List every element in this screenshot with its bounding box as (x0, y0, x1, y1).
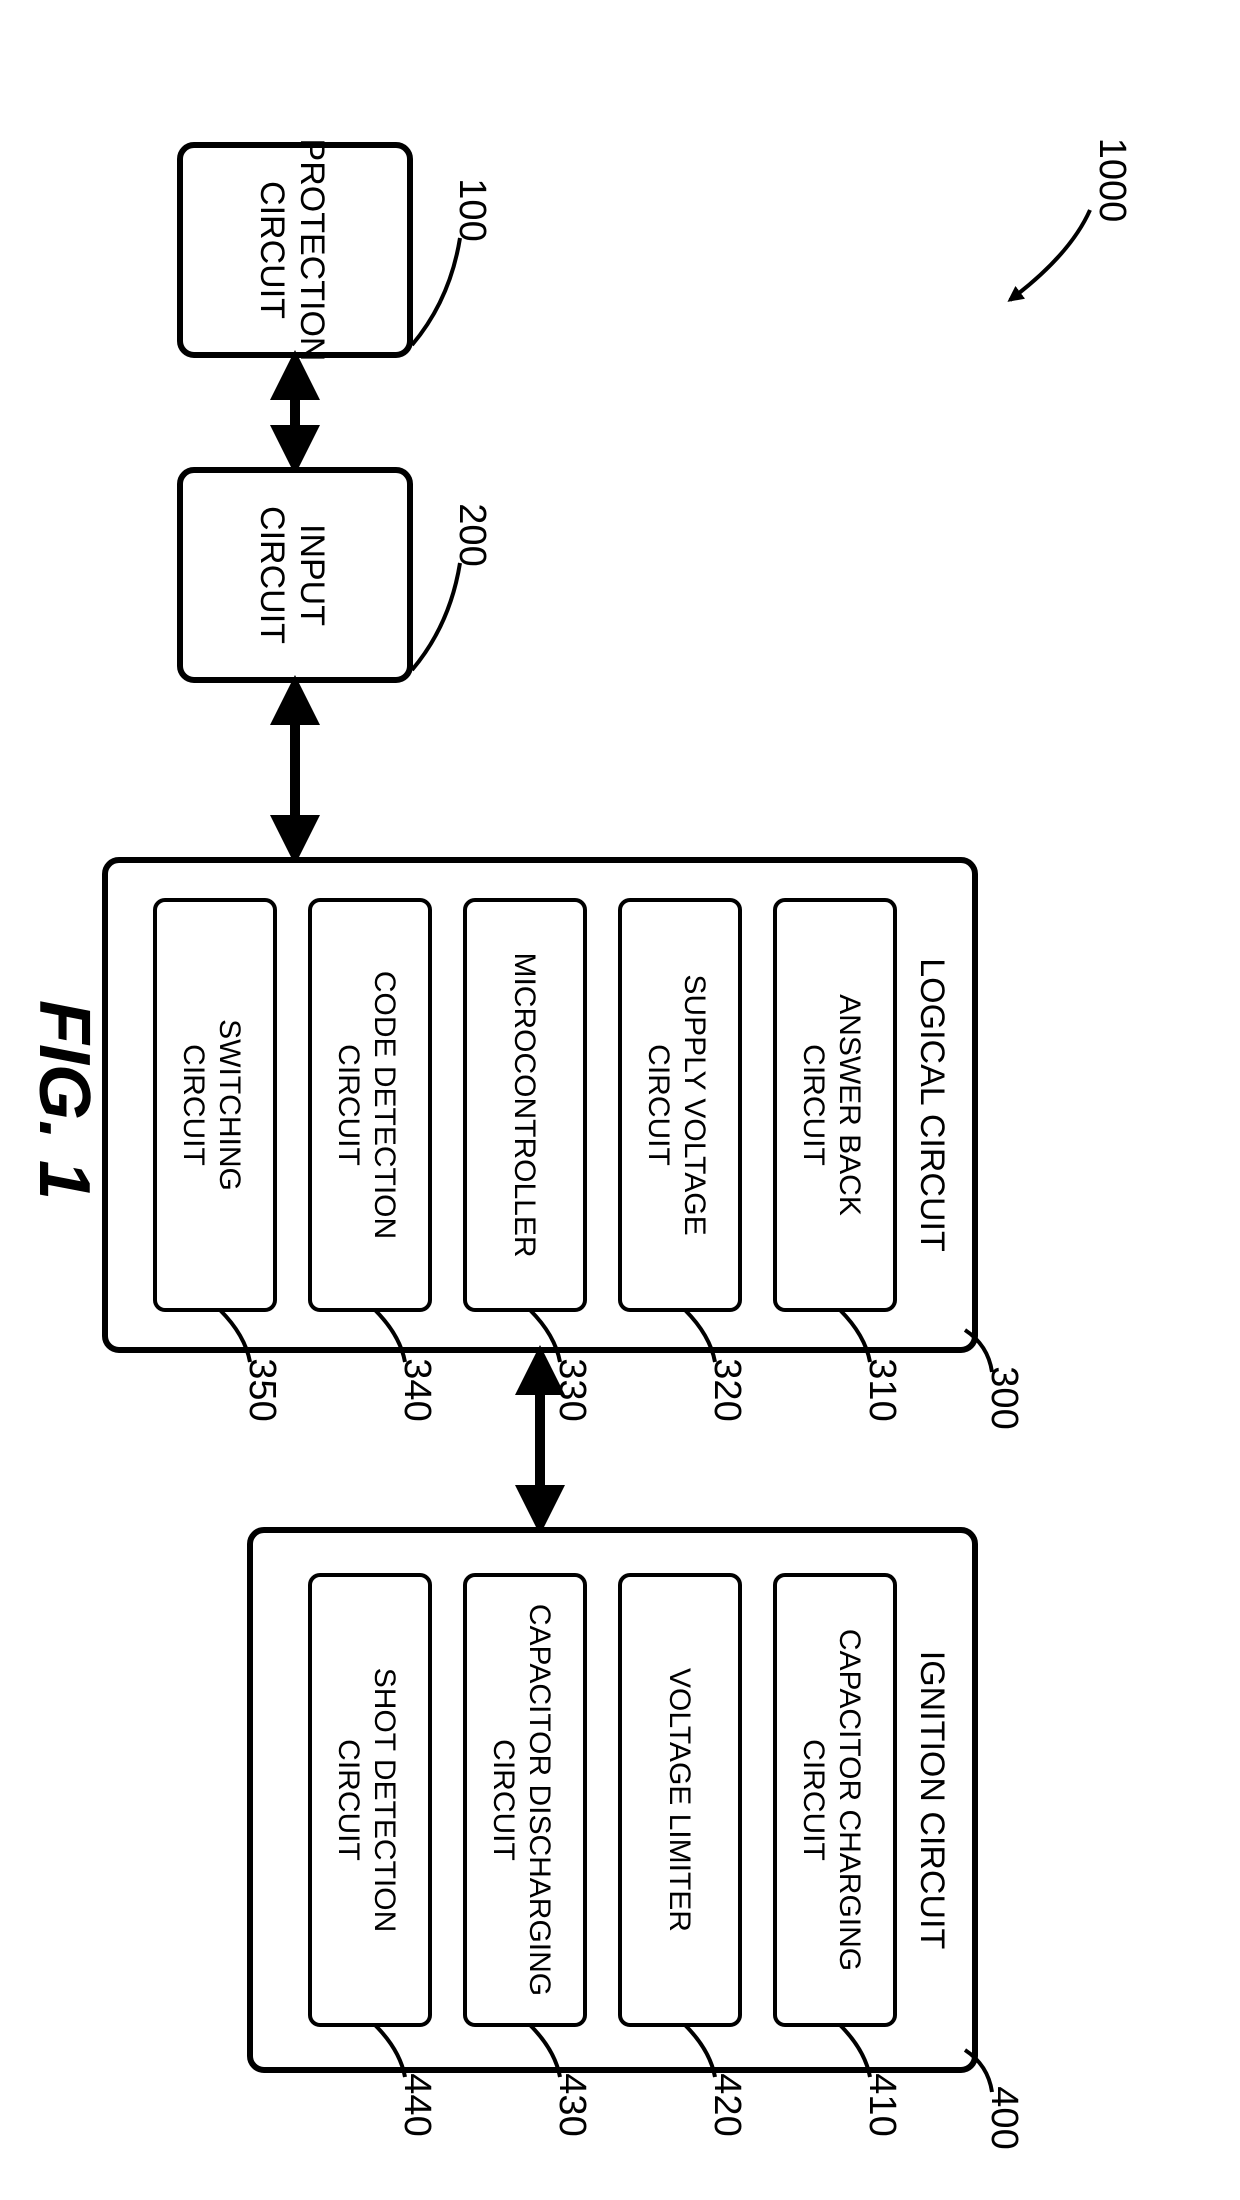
logical-title: LOGICAL CIRCUIT (913, 958, 951, 1251)
ignition-block: IGNITION CIRCUIT 400 CAPACITOR CHARGING … (250, 1530, 1025, 2150)
system-ref: 1000 (1091, 138, 1133, 223)
system-ref-leader (1010, 210, 1090, 300)
protection-leader (412, 238, 460, 345)
logical-ref: 300 (983, 1366, 1025, 1429)
input-label-2: CIRCUIT (253, 506, 291, 644)
logical-sub-1-l1: SUPPLY VOLTAGE (678, 974, 711, 1235)
ignition-sub-1-l1: VOLTAGE LIMITER (663, 1668, 696, 1932)
logical-sub-3-l1: CODE DETECTION (368, 971, 401, 1239)
ignition-sub-3-l1: SHOT DETECTION (368, 1668, 401, 1932)
input-ref: 200 (451, 503, 493, 566)
ignition-title: IGNITION CIRCUIT (913, 1651, 951, 1949)
input-label-1: INPUT (293, 524, 331, 626)
protection-label-1: PROTECTION (293, 139, 331, 362)
logical-sub-0-ref: 310 (861, 1358, 903, 1421)
ignition-sub-2-l2: CIRCUIT (487, 1739, 520, 1861)
logical-sub-2-l1: MICROCONTROLLER (508, 952, 541, 1257)
logical-sub-3-ref: 340 (396, 1358, 438, 1421)
ignition-sub-3-l2: CIRCUIT (332, 1739, 365, 1861)
protection-block: PROTECTION CIRCUIT 100 (180, 139, 493, 362)
ignition-sub-0-l1: CAPACITOR CHARGING (833, 1629, 866, 1971)
ignition-sub-2-l1: CAPACITOR DISCHARGING (523, 1604, 556, 1996)
ignition-sub-3-ref: 440 (396, 2073, 438, 2136)
logical-sub-4-l2: CIRCUIT (177, 1044, 210, 1166)
logical-sub-2-ref: 330 (551, 1358, 593, 1421)
input-leader (412, 563, 460, 670)
logical-sub-0-l2: CIRCUIT (797, 1044, 830, 1166)
logical-sub-4-l1: SWITCHING (213, 1019, 246, 1191)
logical-sub-1-l2: CIRCUIT (642, 1044, 675, 1166)
protection-ref: 100 (451, 178, 493, 241)
logical-sub-3-l2: CIRCUIT (332, 1044, 365, 1166)
ignition-ref: 400 (983, 2086, 1025, 2149)
ignition-sub-0-ref: 410 (861, 2073, 903, 2136)
ignition-sub-1-ref: 420 (706, 2073, 748, 2136)
logical-sub-1-ref: 320 (706, 1358, 748, 1421)
logical-block: LOGICAL CIRCUIT 300 ANSWER BACK CIRCUIT … (105, 860, 1025, 1430)
ignition-sub-2-ref: 430 (551, 2073, 593, 2136)
protection-label-2: CIRCUIT (253, 181, 291, 319)
ignition-sub-0-l2: CIRCUIT (797, 1739, 830, 1861)
input-block: INPUT CIRCUIT 200 (180, 470, 493, 680)
logical-sub-0-l1: ANSWER BACK (833, 994, 866, 1216)
figure-label: FIG. 1 (24, 1000, 104, 1200)
logical-sub-4-ref: 350 (241, 1358, 283, 1421)
